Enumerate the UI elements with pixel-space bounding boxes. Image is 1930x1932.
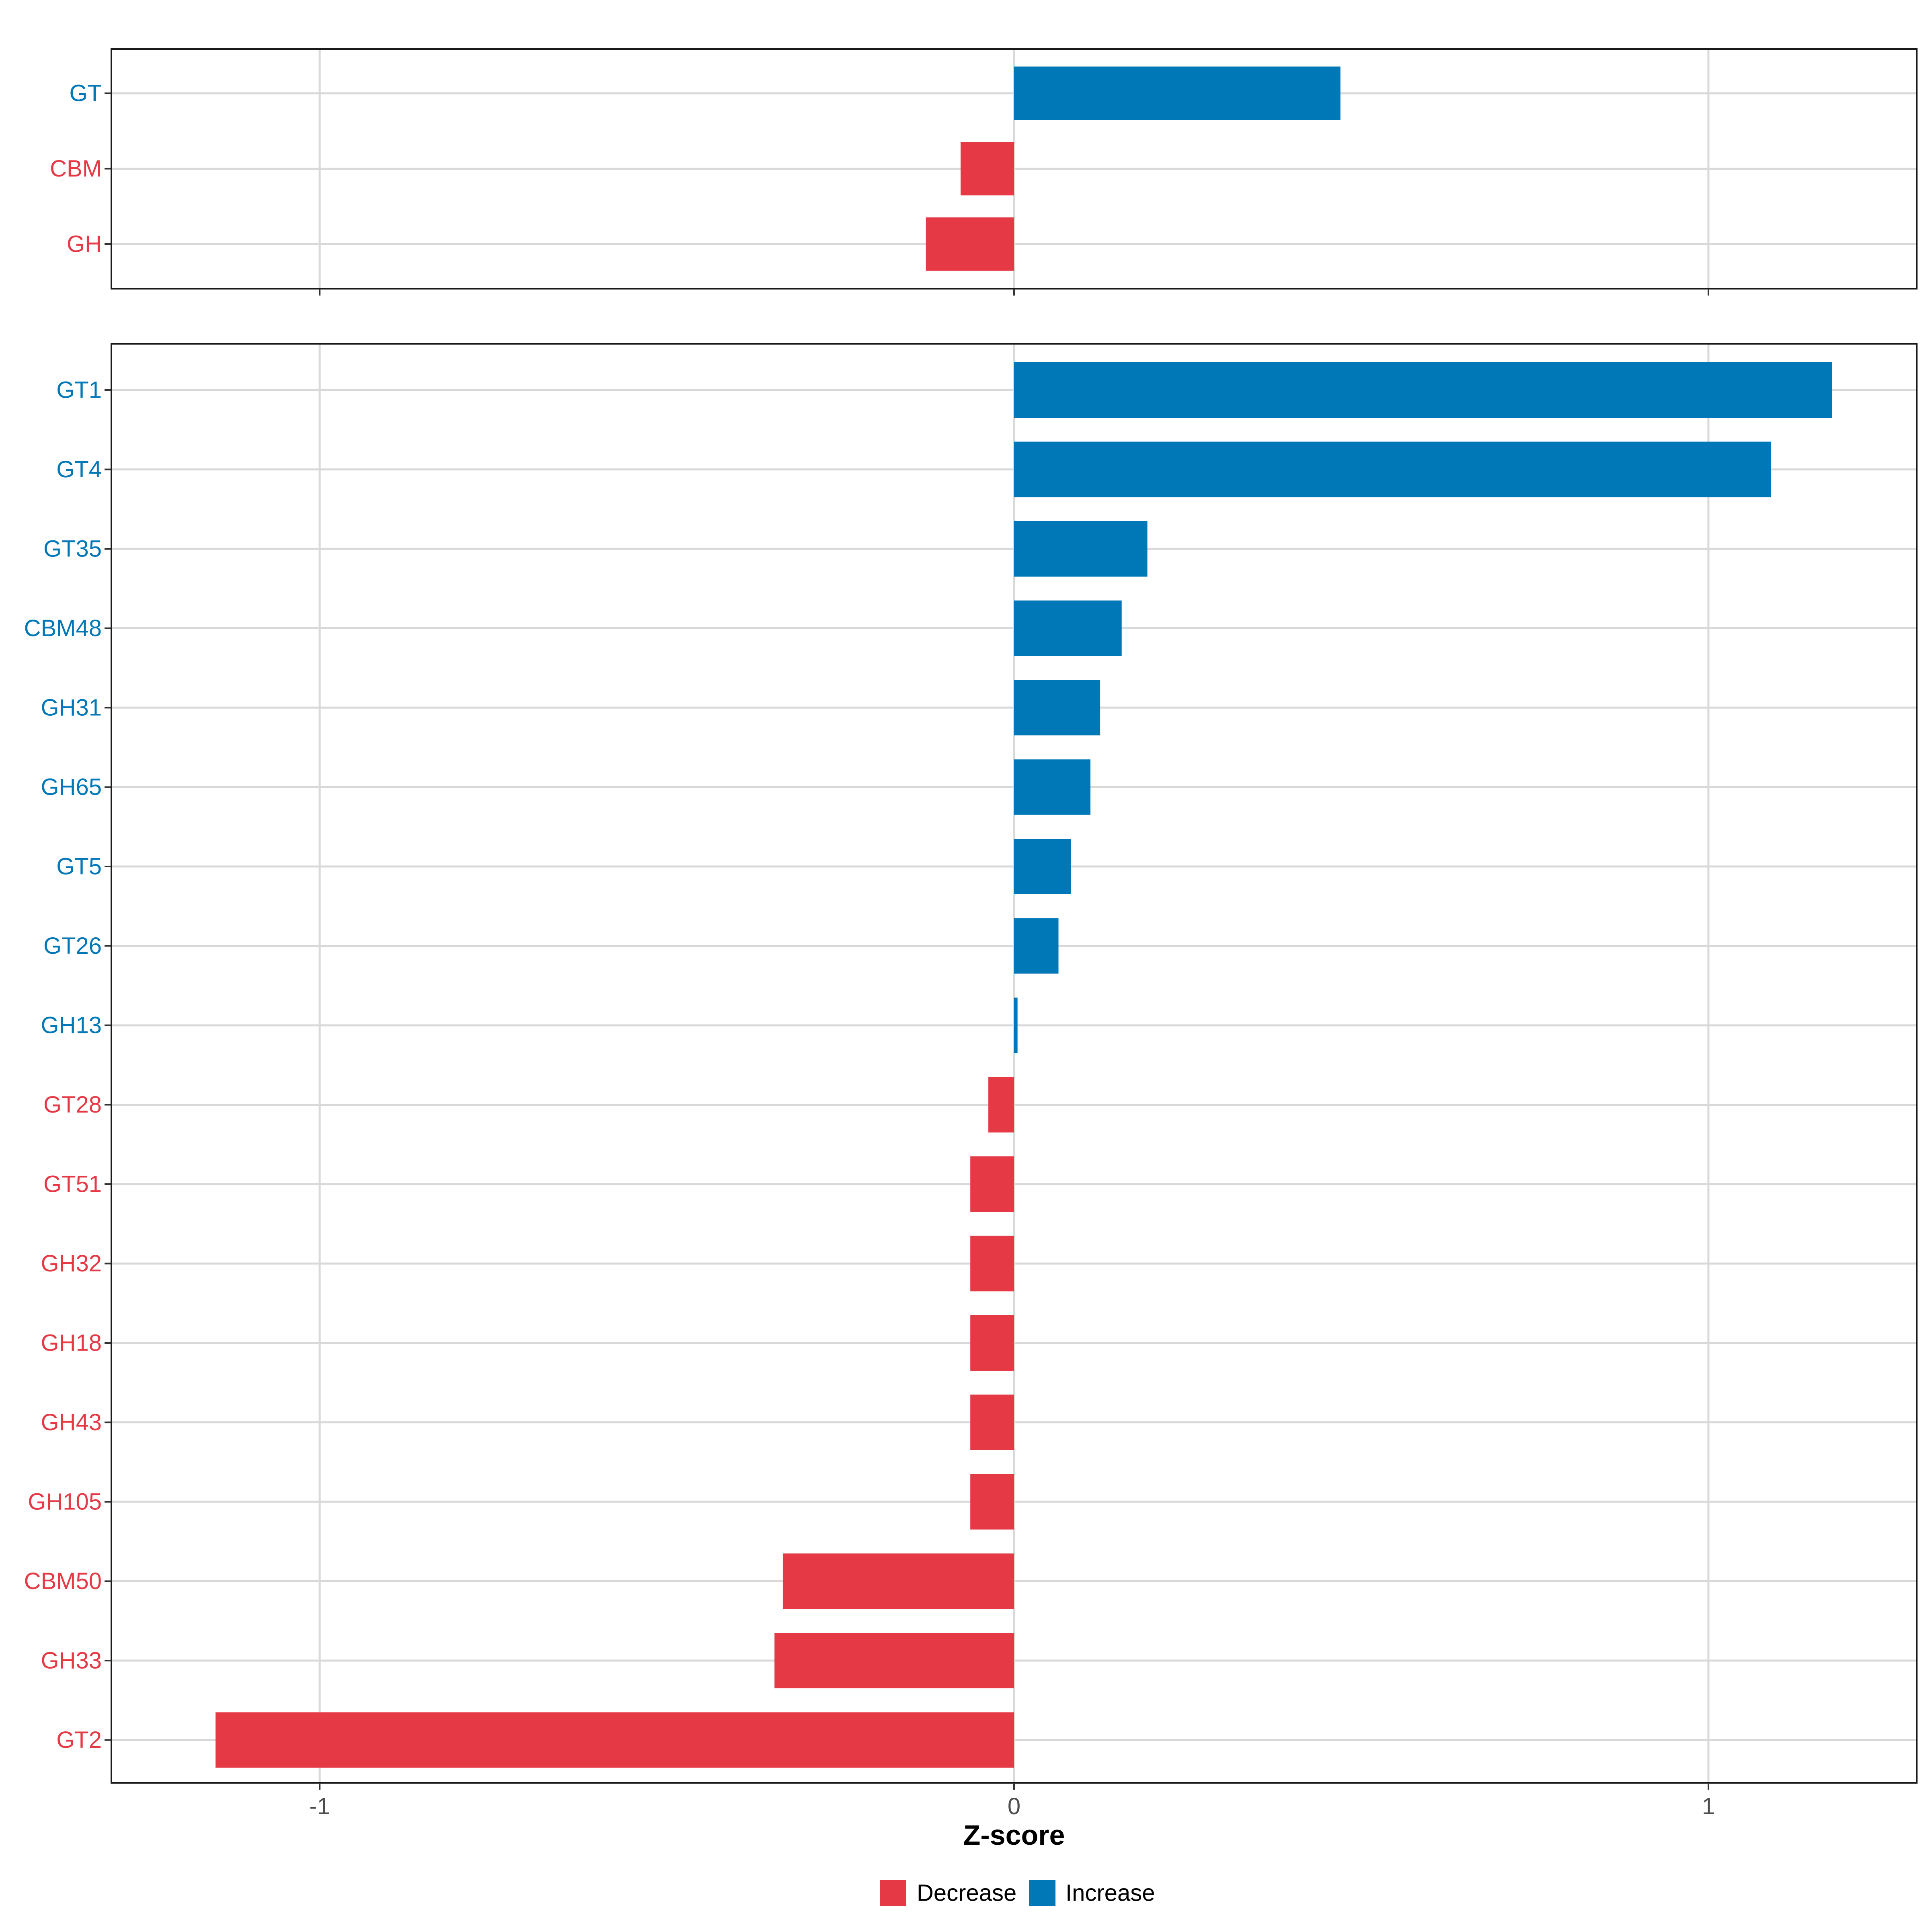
bar-gh32: [970, 1236, 1014, 1291]
legend-label-increase: Increase: [1066, 1880, 1155, 1906]
bar-gh18: [970, 1315, 1014, 1371]
y-tick-label: GT28: [43, 1092, 102, 1118]
y-tick-label: GH105: [28, 1489, 102, 1515]
bar-gt5: [1014, 839, 1071, 894]
legend-key-decrease: [880, 1880, 906, 1906]
y-tick-label: GH31: [41, 695, 102, 721]
y-tick-label: GT26: [43, 933, 102, 959]
x-tick-label: 0: [1008, 1793, 1020, 1819]
bar-cbm48: [1014, 600, 1122, 656]
y-tick-label: GH18: [41, 1330, 102, 1356]
y-tick-label: GH65: [41, 774, 102, 800]
bar-gt51: [970, 1156, 1014, 1212]
x-axis-title: Z-score: [963, 1819, 1065, 1851]
y-tick-label: GT35: [43, 536, 102, 562]
y-tick-label: GT2: [56, 1727, 102, 1753]
bar-gh43: [970, 1394, 1014, 1450]
y-tick-label: GT51: [43, 1171, 102, 1197]
bar-cbm: [961, 142, 1014, 195]
y-tick-label: GH: [67, 231, 102, 257]
y-tick-label: CBM48: [24, 615, 102, 641]
y-tick-label: GH32: [41, 1250, 102, 1277]
y-tick-label: GT: [69, 80, 102, 107]
legend-key-increase: [1029, 1880, 1055, 1906]
bar-gh13: [1014, 998, 1018, 1053]
y-tick-label: GT4: [56, 456, 102, 482]
bar-gh65: [1014, 759, 1090, 815]
bar-gt4: [1014, 441, 1771, 497]
bar-gh105: [970, 1474, 1014, 1530]
bar-gh31: [1014, 680, 1101, 735]
bar-gh: [926, 217, 1014, 271]
bar-gh33: [774, 1633, 1014, 1688]
bar-gt26: [1014, 918, 1059, 974]
y-tick-label: GH13: [41, 1012, 102, 1039]
legend-label-decrease: Decrease: [917, 1880, 1016, 1906]
bar-cbm50: [782, 1553, 1014, 1609]
x-tick-label: -1: [309, 1793, 330, 1819]
bar-gt2: [216, 1712, 1014, 1768]
bar-gt1: [1014, 362, 1832, 418]
y-tick-label: GT5: [56, 854, 102, 880]
bar-gt35: [1014, 521, 1148, 577]
y-tick-label: GT1: [56, 377, 102, 403]
bar-gt: [1014, 66, 1341, 120]
y-tick-label: CBM50: [24, 1568, 102, 1594]
bar-gt28: [988, 1077, 1014, 1133]
y-tick-label: GH33: [41, 1648, 102, 1674]
x-tick-label: 1: [1702, 1793, 1715, 1819]
y-tick-label: CBM: [50, 156, 102, 182]
y-tick-label: GH43: [41, 1409, 102, 1435]
